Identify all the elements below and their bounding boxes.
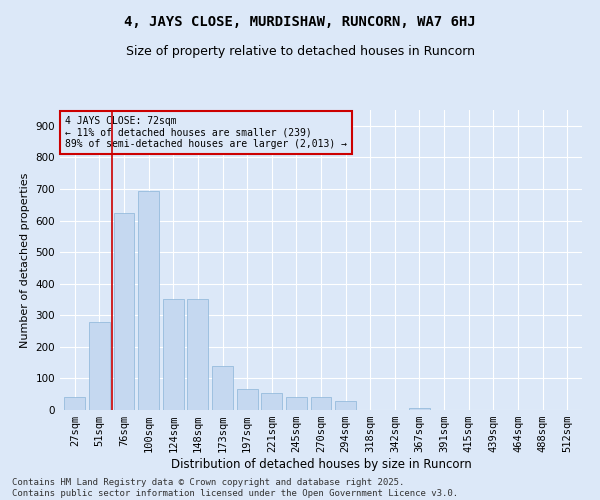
Bar bbox=[335, 400, 356, 410]
Bar bbox=[261, 392, 282, 410]
Bar bbox=[163, 300, 184, 410]
Bar bbox=[409, 408, 430, 410]
Text: 4 JAYS CLOSE: 72sqm
← 11% of detached houses are smaller (239)
89% of semi-detac: 4 JAYS CLOSE: 72sqm ← 11% of detached ho… bbox=[65, 116, 347, 149]
X-axis label: Distribution of detached houses by size in Runcorn: Distribution of detached houses by size … bbox=[170, 458, 472, 471]
Bar bbox=[138, 190, 159, 410]
Bar bbox=[113, 212, 134, 410]
Bar bbox=[311, 398, 331, 410]
Text: Contains HM Land Registry data © Crown copyright and database right 2025.
Contai: Contains HM Land Registry data © Crown c… bbox=[12, 478, 458, 498]
Bar bbox=[187, 300, 208, 410]
Text: Size of property relative to detached houses in Runcorn: Size of property relative to detached ho… bbox=[125, 45, 475, 58]
Y-axis label: Number of detached properties: Number of detached properties bbox=[20, 172, 30, 348]
Bar bbox=[64, 398, 85, 410]
Bar bbox=[236, 390, 257, 410]
Bar bbox=[286, 398, 307, 410]
Bar bbox=[212, 366, 233, 410]
Bar bbox=[89, 322, 110, 410]
Text: 4, JAYS CLOSE, MURDISHAW, RUNCORN, WA7 6HJ: 4, JAYS CLOSE, MURDISHAW, RUNCORN, WA7 6… bbox=[124, 15, 476, 29]
